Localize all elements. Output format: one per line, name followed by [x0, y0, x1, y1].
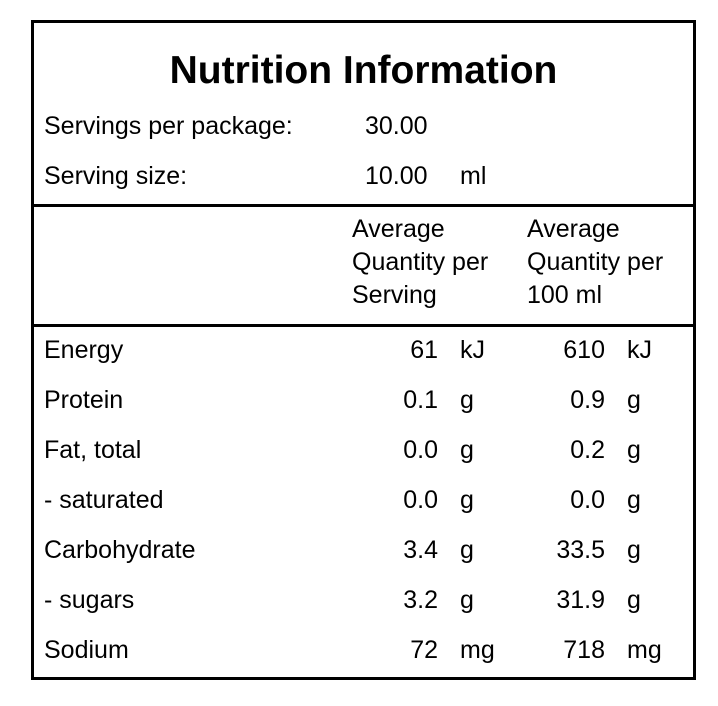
serving-size-label: Serving size:: [44, 162, 188, 190]
header-per-100-line: Average: [527, 215, 620, 243]
nutrient-name: Fat, total: [44, 436, 142, 464]
per100-value: 0.2: [570, 436, 605, 464]
nutrient-name: - saturated: [44, 486, 164, 514]
header-divider: [34, 204, 693, 207]
serving-unit: g: [460, 386, 474, 414]
serving-unit: g: [460, 486, 474, 514]
per100-unit: g: [627, 386, 641, 414]
serving-value: 3.4: [403, 536, 438, 564]
serving-value: 0.0: [403, 436, 438, 464]
serving-unit: g: [460, 436, 474, 464]
nutrient-name: Sodium: [44, 636, 129, 664]
header-per-100-line: 100 ml: [527, 281, 603, 309]
header-per-serving-line: Quantity per: [352, 248, 489, 276]
serving-size-unit: ml: [460, 162, 487, 190]
header-per-serving: Average Quantity per Serving: [352, 213, 488, 312]
per100-value: 0.0: [570, 486, 605, 514]
serving-value: 0.0: [403, 486, 438, 514]
serving-unit: g: [460, 586, 474, 614]
serving-unit: mg: [460, 636, 495, 664]
per100-value: 0.9: [570, 386, 605, 414]
table-divider: [34, 324, 693, 327]
per100-unit: g: [627, 436, 641, 464]
nutrient-name: Carbohydrate: [44, 536, 196, 564]
per100-value: 33.5: [556, 536, 605, 564]
serving-value: 61: [410, 336, 438, 364]
per100-unit: kJ: [627, 336, 652, 364]
per100-value: 31.9: [556, 586, 605, 614]
serving-size-value: 10.00: [365, 162, 428, 190]
header-per-serving-line: Average: [352, 215, 445, 243]
per100-unit: mg: [627, 636, 662, 664]
nutrition-panel: Nutrition Information Servings per packa…: [31, 20, 696, 680]
serving-value: 3.2: [403, 586, 438, 614]
nutrient-name: - sugars: [44, 586, 135, 614]
serving-unit: kJ: [460, 336, 485, 364]
header-per-100: Average Quantity per 100 ml: [527, 213, 663, 312]
nutrient-name: Protein: [44, 386, 124, 414]
per100-unit: g: [627, 586, 641, 614]
per100-unit: g: [627, 536, 641, 564]
per100-value: 718: [563, 636, 605, 664]
serving-value: 72: [410, 636, 438, 664]
per100-unit: g: [627, 486, 641, 514]
serving-unit: g: [460, 536, 474, 564]
serving-value: 0.1: [403, 386, 438, 414]
nutrient-name: Energy: [44, 336, 124, 364]
header-per-serving-line: Serving: [352, 281, 437, 309]
panel-title: Nutrition Information: [169, 49, 558, 92]
servings-value: 30.00: [365, 112, 428, 140]
servings-label: Servings per package:: [44, 112, 293, 140]
header-per-100-line: Quantity per: [527, 248, 664, 276]
per100-value: 610: [563, 336, 605, 364]
